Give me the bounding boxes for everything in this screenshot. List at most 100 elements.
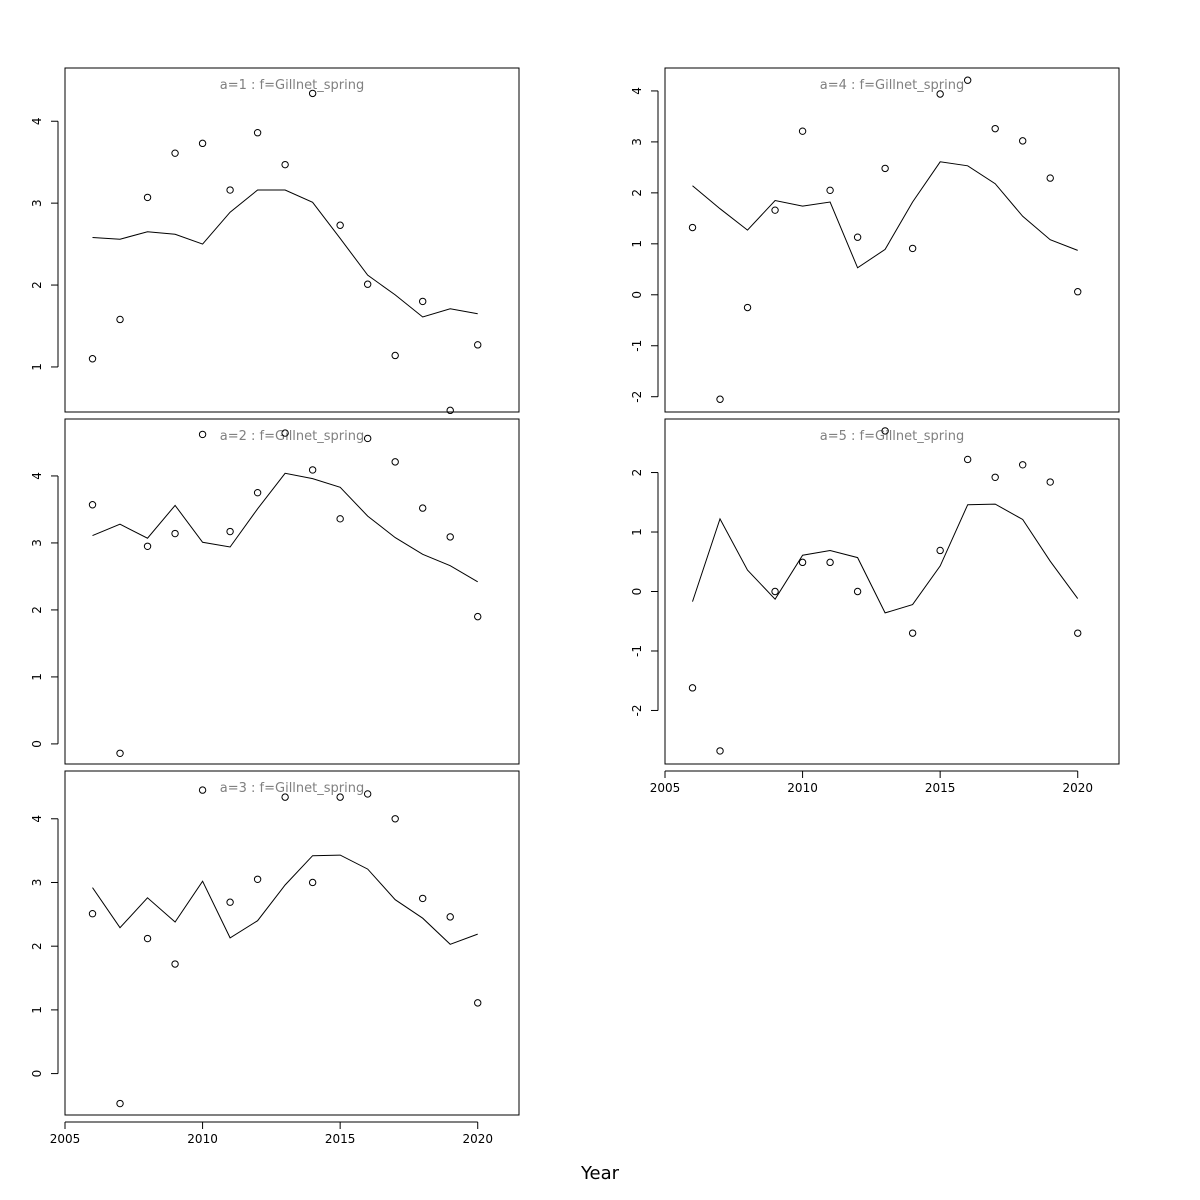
data-point bbox=[908, 244, 917, 253]
data-point bbox=[171, 960, 179, 968]
data-point bbox=[116, 1099, 124, 1108]
data-point bbox=[363, 434, 372, 443]
y-tick-label: 1 bbox=[630, 240, 644, 248]
fitted-line bbox=[92, 854, 478, 945]
y-tick-label: 3 bbox=[630, 138, 644, 146]
data-point bbox=[826, 558, 834, 567]
panel-title: a=1 : f=Gillnet_spring bbox=[220, 78, 364, 93]
data-point bbox=[474, 612, 482, 621]
y-tick-label: 2 bbox=[630, 189, 644, 197]
data-point bbox=[308, 89, 317, 98]
plot-frame bbox=[64, 418, 520, 765]
x-axis: 2005 2010 2015 2020 bbox=[50, 1121, 493, 1146]
observed-points bbox=[88, 786, 482, 1108]
data-point bbox=[771, 587, 779, 596]
data-point bbox=[936, 90, 944, 98]
data-point bbox=[363, 790, 372, 798]
y-axis: 0 1 2 3 4 bbox=[30, 472, 59, 748]
observed-points bbox=[88, 429, 482, 757]
data-point bbox=[963, 76, 972, 84]
fitted-line bbox=[692, 503, 1079, 614]
panel-title: a=4 : f=Gillnet_spring bbox=[820, 78, 964, 93]
data-point bbox=[853, 587, 862, 596]
y-tick-label: 2 bbox=[630, 469, 644, 477]
y-tick-label: 4 bbox=[30, 117, 44, 125]
data-point bbox=[88, 909, 97, 918]
y-tick-label: 0 bbox=[30, 740, 44, 748]
data-point bbox=[363, 280, 372, 288]
x-tick-label: 2015 bbox=[325, 1132, 356, 1146]
panel-4: a=4 : f=Gillnet_spring -2 -1 0 1 2 3 4 bbox=[630, 67, 1120, 413]
panel-2: a=2 : f=Gillnet_spring 0 1 2 3 4 bbox=[30, 418, 520, 765]
observed-points bbox=[88, 89, 482, 415]
plot-frame bbox=[664, 418, 1120, 765]
data-point bbox=[143, 934, 152, 943]
y-tick-label: 2 bbox=[30, 606, 44, 614]
y-tick-label: -2 bbox=[630, 704, 644, 716]
data-point bbox=[716, 395, 724, 403]
data-point bbox=[198, 786, 207, 794]
y-tick-label: 0 bbox=[630, 291, 644, 299]
data-point bbox=[418, 894, 427, 903]
panel-title: a=5 : f=Gillnet_spring bbox=[820, 429, 964, 444]
y-tick-label: 4 bbox=[30, 815, 44, 823]
y-tick-label: -1 bbox=[630, 645, 644, 657]
data-point bbox=[171, 529, 179, 538]
data-point bbox=[853, 233, 862, 241]
data-point bbox=[143, 193, 152, 202]
y-tick-label: 0 bbox=[630, 588, 644, 596]
x-tick-label: 2010 bbox=[787, 781, 818, 795]
data-point bbox=[226, 527, 234, 536]
panel-title: a=2 : f=Gillnet_spring bbox=[220, 429, 364, 444]
y-axis: 1 2 3 4 bbox=[30, 117, 59, 371]
data-point bbox=[171, 149, 179, 157]
plot-frame bbox=[64, 67, 520, 413]
y-axis: -2 -1 0 1 2 3 4 bbox=[630, 87, 659, 403]
data-point bbox=[418, 297, 427, 306]
y-tick-label: 1 bbox=[30, 1006, 44, 1014]
data-point bbox=[826, 186, 834, 195]
y-tick-label: 1 bbox=[630, 528, 644, 536]
data-point bbox=[798, 558, 807, 567]
x-tick-label: 2005 bbox=[650, 781, 681, 795]
data-point bbox=[253, 488, 262, 497]
data-point bbox=[253, 129, 262, 137]
data-point bbox=[963, 455, 972, 464]
data-point bbox=[991, 473, 999, 481]
data-point bbox=[116, 749, 124, 757]
data-point bbox=[716, 747, 724, 755]
data-point bbox=[143, 542, 152, 550]
data-point bbox=[88, 355, 97, 363]
data-point bbox=[908, 629, 917, 637]
data-point bbox=[1018, 137, 1027, 145]
x-axis: 2005 2010 2015 2020 bbox=[650, 770, 1093, 795]
y-axis: -2 -1 0 1 2 bbox=[630, 469, 659, 716]
data-point bbox=[1018, 461, 1027, 469]
y-axis: 0 1 2 3 4 bbox=[30, 815, 59, 1077]
plot-frame bbox=[64, 770, 520, 1116]
data-point bbox=[418, 504, 427, 512]
data-point bbox=[336, 515, 344, 523]
data-point bbox=[688, 684, 697, 692]
plot-frame bbox=[664, 67, 1120, 413]
data-point bbox=[474, 999, 482, 1007]
fitted-line bbox=[92, 189, 478, 318]
data-point bbox=[474, 341, 482, 349]
y-tick-label: 2 bbox=[30, 281, 44, 289]
x-tick-label: 2020 bbox=[462, 1132, 493, 1146]
y-tick-label: 3 bbox=[30, 879, 44, 887]
y-tick-label: 1 bbox=[30, 673, 44, 681]
observed-points bbox=[688, 427, 1082, 755]
y-tick-label: 3 bbox=[30, 539, 44, 547]
data-point bbox=[1074, 629, 1082, 637]
data-point bbox=[881, 164, 889, 173]
data-point bbox=[771, 206, 779, 214]
x-tick-label: 2005 bbox=[50, 1132, 81, 1146]
y-tick-label: 2 bbox=[30, 942, 44, 950]
data-point bbox=[1074, 288, 1082, 296]
data-point bbox=[446, 406, 454, 415]
y-tick-label: -2 bbox=[630, 391, 644, 403]
data-point bbox=[936, 546, 944, 555]
